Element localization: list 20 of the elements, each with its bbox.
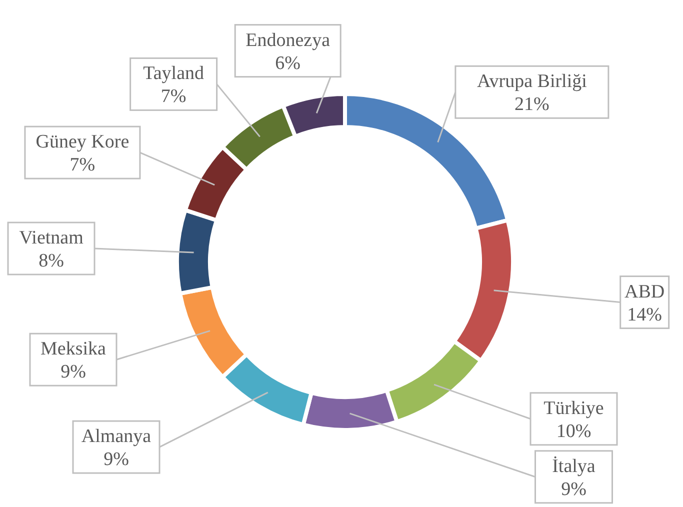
slice-label: ABD [624,281,665,302]
data-label: 6% [275,52,301,74]
slice-label: Güney Kore [36,132,130,153]
slice-label: İtalya [552,456,596,477]
slice-label: Avrupa Birliği [476,71,587,92]
data-label: 21% [514,94,550,116]
slice-label: Vietnam [19,228,84,248]
data-label: 14% [627,304,662,326]
data-label: 7% [70,154,96,176]
slice-label: Tayland [143,63,205,84]
data-label: 9% [60,362,86,383]
data-label: 9% [561,478,587,500]
data-label: 9% [104,449,130,470]
slice-label: Endonezya [246,30,331,51]
slice-label: Almanya [81,426,152,448]
slice-label: Meksika [40,338,107,360]
slice-label: Türkiye [544,398,604,419]
data-label: 8% [38,250,64,272]
data-label: 7% [160,86,186,108]
data-label: 10% [556,420,592,442]
